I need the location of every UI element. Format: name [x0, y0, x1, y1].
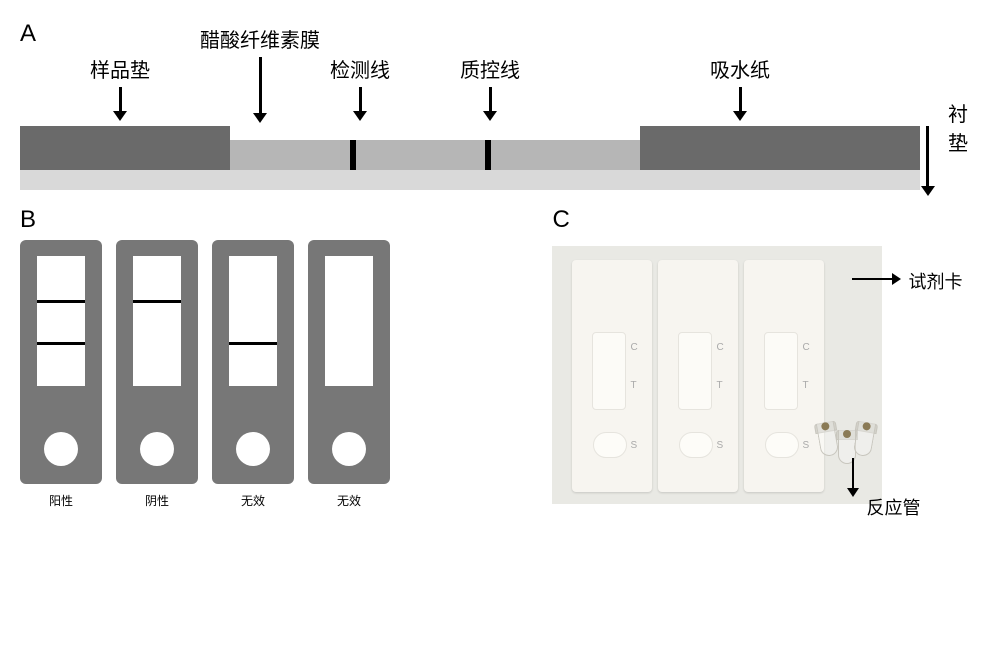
reagent-card-window: [678, 332, 712, 410]
label-control-line: 质控线: [460, 60, 520, 82]
cassette-caption: 无效: [308, 492, 390, 509]
cassette-caption: 阳性: [20, 492, 102, 509]
arrow-down-icon: [90, 87, 150, 121]
panel-c-letter: C: [552, 206, 972, 234]
reagent-card-sample-well: [679, 432, 713, 458]
strip-control-line: [485, 140, 491, 170]
cassette-window: [229, 256, 277, 386]
cassette-hole: [44, 432, 78, 466]
panel-c-photo-wrap: C T S C T S C T S 试剂卡 反应管: [552, 240, 962, 520]
cassette: [116, 240, 198, 484]
band-t: [229, 342, 277, 345]
panel-b: B 阳性阴性无效无效: [20, 206, 540, 509]
strip-sample-pad: [20, 126, 230, 170]
cassette-caption: 阴性: [116, 492, 198, 509]
band-t: [37, 342, 85, 345]
arrow-down-icon: [847, 488, 859, 497]
band-c: [133, 300, 181, 303]
annotation-tube-text: 反应管: [866, 494, 920, 520]
mark-t: T: [630, 380, 636, 391]
cassette-window: [133, 256, 181, 386]
cassette-hole: [236, 432, 270, 466]
panel-a-labels-row: 样品垫 醋酸纤维素膜 检测线 质控线 吸水纸: [20, 54, 980, 126]
label-absorbent-pad: 吸水纸: [710, 60, 770, 82]
mark-s: S: [716, 440, 723, 451]
reagent-card-window: [764, 332, 798, 410]
label-sample-pad: 样品垫: [90, 60, 150, 82]
cassette-hole: [140, 432, 174, 466]
arrow-down-icon: [710, 87, 770, 121]
reagent-card: C T S: [744, 260, 824, 492]
mark-s: S: [802, 440, 809, 451]
cassette-window: [325, 256, 373, 386]
reagent-card: C T S: [572, 260, 652, 492]
reagent-card-sample-well: [593, 432, 627, 458]
panel-a: A 样品垫 醋酸纤维素膜 检测线 质控线 吸水纸 衬垫: [20, 20, 980, 190]
strip-diagram: 衬垫: [20, 126, 920, 190]
cassette-hole: [332, 432, 366, 466]
arrow-down-icon: [926, 126, 935, 196]
mark-c: C: [802, 342, 809, 353]
band-c: [37, 300, 85, 303]
cassette: [308, 240, 390, 484]
mark-c: C: [716, 342, 723, 353]
mark-t: T: [802, 380, 808, 391]
cassette: [20, 240, 102, 484]
label-test-line: 检测线: [330, 60, 390, 82]
strip-backing: [20, 170, 920, 190]
strip-absorbent-pad: [640, 126, 920, 170]
label-backing: 衬垫: [948, 98, 968, 156]
cassette: [212, 240, 294, 484]
arrow-down-icon: [200, 57, 320, 123]
annotation-card-text: 试剂卡: [908, 268, 962, 294]
panel-c-photo: C T S C T S C T S: [552, 246, 882, 504]
mark-c: C: [630, 342, 637, 353]
panel-b-letter: B: [20, 206, 540, 234]
strip-test-line: [350, 140, 356, 170]
reagent-card: C T S: [658, 260, 738, 492]
reagent-card-sample-well: [765, 432, 799, 458]
panel-c: C C T S C T S C T S 试剂卡 反应管: [552, 206, 972, 520]
cassette-window: [37, 256, 85, 386]
mark-s: S: [630, 440, 637, 451]
mark-t: T: [716, 380, 722, 391]
cassette-row: 阳性阴性无效无效: [20, 240, 540, 509]
label-membrane: 醋酸纤维素膜: [200, 30, 320, 52]
cassette-caption: 无效: [212, 492, 294, 509]
arrow-down-icon: [330, 87, 390, 121]
arrow-down-icon: [460, 87, 520, 121]
reagent-card-window: [592, 332, 626, 410]
panel-a-letter: A: [20, 20, 980, 48]
